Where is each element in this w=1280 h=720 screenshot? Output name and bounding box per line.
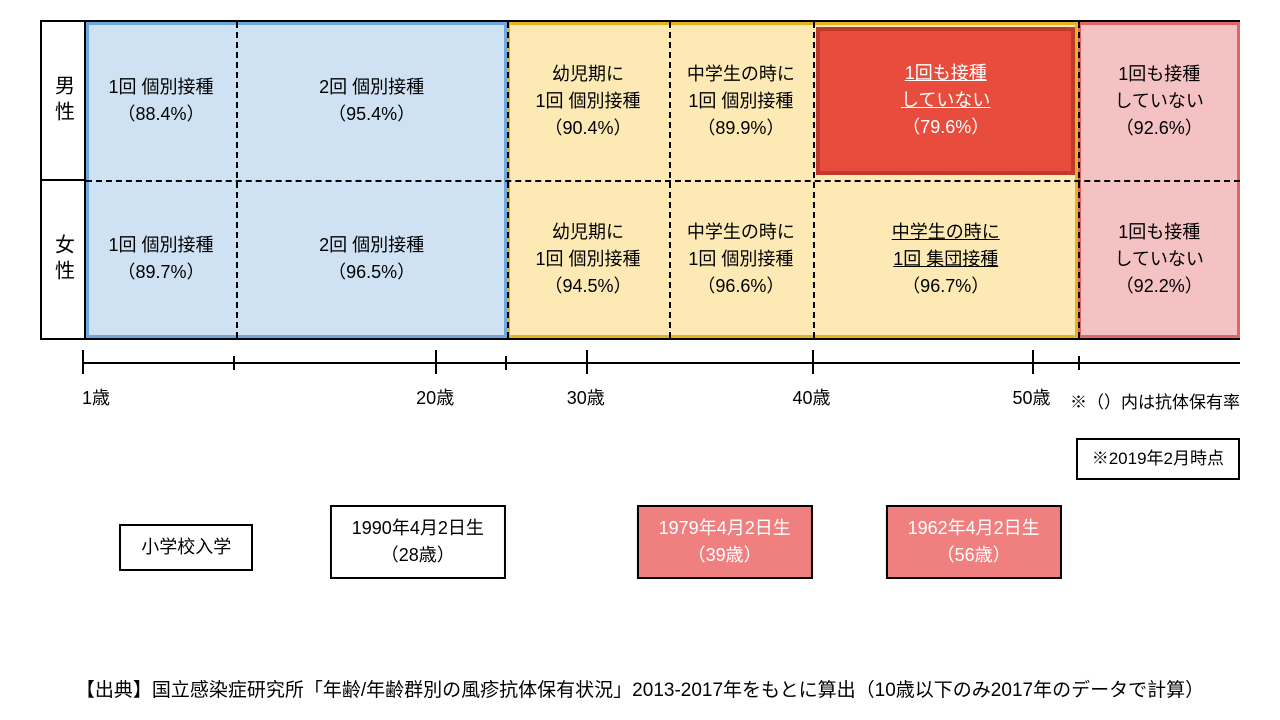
cell-pct: （95.4%）	[328, 101, 415, 128]
cell-female-2: 幼児期に1回 個別接種（94.5%）	[507, 180, 669, 338]
tick-3	[812, 350, 814, 374]
cell-pct: （90.4%）	[544, 115, 631, 142]
cell-female-5: 1回も接種していない（92.2%）	[1078, 180, 1240, 338]
cell-line2: していない	[901, 87, 990, 114]
cell-line1: 中学生の時に	[892, 219, 1000, 246]
cell-pct: （96.6%）	[697, 273, 784, 300]
cell-pct: （96.5%）	[328, 259, 415, 286]
tick-2	[586, 350, 588, 374]
cell-line2: 1回 個別接種	[688, 88, 793, 115]
box-line-0: 1990年4月2日生	[352, 515, 484, 542]
axis-line	[82, 362, 1240, 364]
box-line-0: 1979年4月2日生	[659, 515, 791, 542]
tick-label-0: 1歳	[82, 384, 110, 410]
cell-male-0: 1回 個別接種（88.4%）	[86, 22, 236, 180]
cell-female-4: 中学生の時に1回 集団接種（96.7%）	[813, 180, 1078, 338]
cell-male-5: 1回も接種していない（92.6%）	[1078, 22, 1240, 180]
cell-line1: 中学生の時に	[687, 219, 795, 246]
cell-line2: していない	[1114, 246, 1203, 273]
cell-pct: （89.7%）	[117, 259, 204, 286]
date-note-box: ※2019年2月時点	[1076, 438, 1240, 480]
cell-line2: 1回 集団接種	[893, 246, 998, 273]
cell-female-3: 中学生の時に1回 個別接種（96.6%）	[669, 180, 813, 338]
cell-male-4: 1回も接種していない（79.6%）	[816, 27, 1074, 176]
cell-pct: （79.6%）	[902, 114, 989, 141]
tick-4	[1032, 350, 1034, 374]
cell-female-0: 1回 個別接種（89.7%）	[86, 180, 236, 338]
source-citation: 【出典】国立感染症研究所「年齢/年齢群別の風疹抗体保有状況」2013-2017年…	[0, 675, 1280, 702]
row-label-male: 男性	[42, 22, 84, 181]
minor-tick-2	[1078, 356, 1080, 370]
minor-tick-0	[233, 356, 235, 370]
cell-line1: 2回 個別接種	[319, 74, 424, 101]
cell-line1: 1回も接種	[1118, 219, 1200, 246]
box-line-1: （39歳）	[659, 542, 791, 569]
cell-pct: （94.5%）	[544, 273, 631, 300]
cell-line2: 1回 個別接種	[535, 88, 640, 115]
cell-pct: （89.9%）	[697, 115, 784, 142]
cell-line2: していない	[1114, 88, 1203, 115]
tick-label-1: 20歳	[416, 384, 454, 410]
vaccination-chart: 男性女性 1回 個別接種（88.4%）2回 個別接種（95.4%）幼児期に1回 …	[40, 20, 1240, 460]
cell-male-3: 中学生の時に1回 個別接種（89.9%）	[669, 22, 813, 180]
date-note: ※2019年2月時点	[1092, 449, 1224, 468]
row-labels: 男性女性	[40, 20, 86, 340]
minor-tick-1	[505, 356, 507, 370]
birth-year-box-1: 1990年4月2日生（28歳）	[330, 505, 506, 579]
cell-pct: （96.7%）	[902, 273, 989, 300]
tick-label-3: 40歳	[793, 384, 831, 410]
cell-line1: 幼児期に	[552, 219, 624, 246]
box-line-1: （28歳）	[352, 542, 484, 569]
cell-line1: 1回 個別接種	[109, 74, 214, 101]
cell-line1: 2回 個別接種	[319, 232, 424, 259]
birth-year-box-3: 1962年4月2日生（56歳）	[886, 505, 1062, 579]
box-line-0: 1962年4月2日生	[908, 515, 1040, 542]
cell-line1: 1回も接種	[905, 60, 987, 87]
tick-label-2: 30歳	[567, 384, 605, 410]
cell-line2: 1回 個別接種	[535, 246, 640, 273]
cell-line1: 1回 個別接種	[109, 232, 214, 259]
cell-pct: （92.2%）	[1116, 273, 1203, 300]
tick-1	[435, 350, 437, 374]
tick-0	[82, 350, 84, 374]
age-axis: 1歳 20歳 30歳 40歳 50歳	[82, 340, 1240, 460]
cell-line1: 中学生の時に	[687, 61, 795, 88]
cell-pct: （92.6%）	[1116, 115, 1203, 142]
cell-female-1: 2回 個別接種（96.5%）	[236, 180, 507, 338]
cell-line2: 1回 個別接種	[688, 246, 793, 273]
row-label-female: 女性	[42, 181, 84, 338]
grid: 男性女性 1回 個別接種（88.4%）2回 個別接種（95.4%）幼児期に1回 …	[40, 20, 1240, 340]
birth-year-box-2: 1979年4月2日生（39歳）	[637, 505, 813, 579]
box-line-1: （56歳）	[908, 542, 1040, 569]
cell-pct: （88.4%）	[117, 101, 204, 128]
birth-year-box-0: 小学校入学	[119, 524, 253, 571]
cell-male-2: 幼児期に1回 個別接種（90.4%）	[507, 22, 669, 180]
tick-label-4: 50歳	[1013, 384, 1051, 410]
pct-note: ※（）内は抗体保有率	[1070, 388, 1240, 413]
cells-area: 1回 個別接種（88.4%）2回 個別接種（95.4%）幼児期に1回 個別接種（…	[86, 20, 1240, 340]
cell-male-1: 2回 個別接種（95.4%）	[236, 22, 507, 180]
cell-line1: 1回も接種	[1118, 61, 1200, 88]
cell-line1: 幼児期に	[552, 61, 624, 88]
box-line-0: 小学校入学	[141, 534, 231, 561]
